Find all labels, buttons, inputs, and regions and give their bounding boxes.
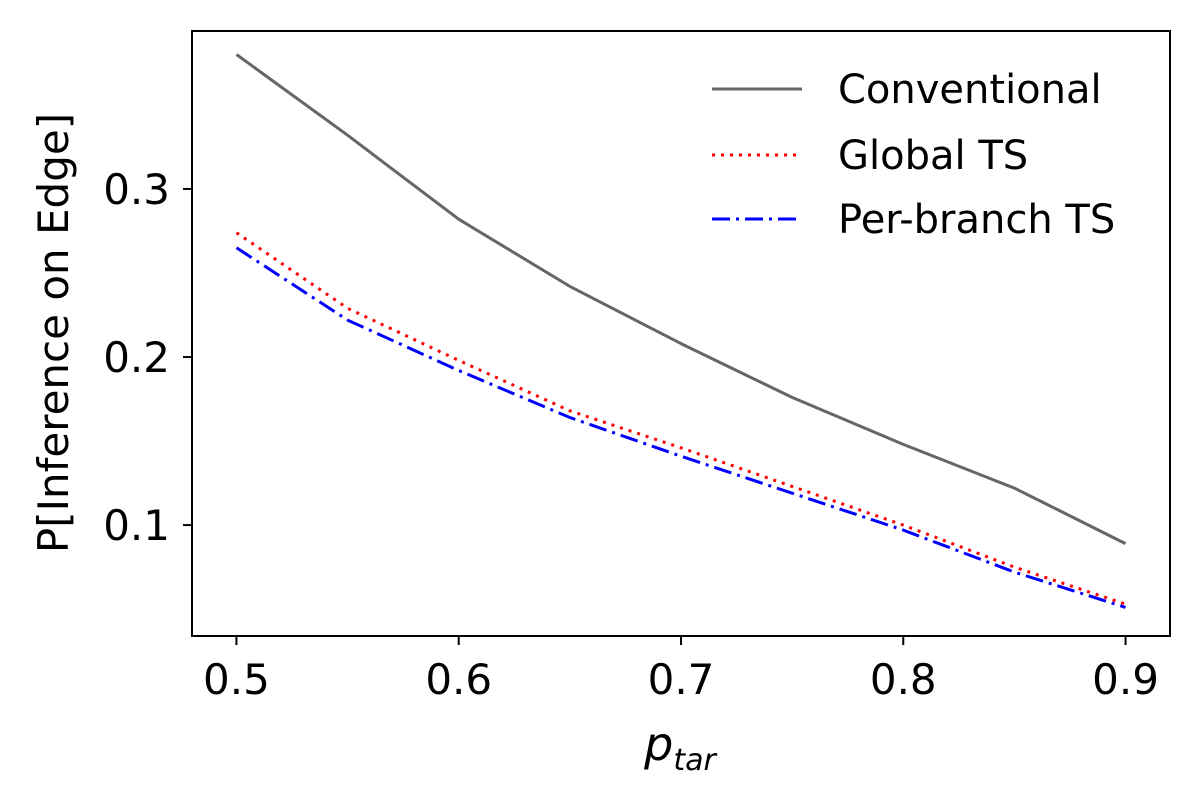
x-tick-label: 0.7 <box>648 655 715 704</box>
x-axis-label-sub: tar <box>673 743 717 778</box>
x-axis-label-main: p <box>643 717 673 771</box>
series-line-global-ts <box>235 231 1126 606</box>
y-axis-ticks: 0.1 0.2 0.3 <box>103 165 192 550</box>
x-tick-label: 0.9 <box>1092 655 1159 704</box>
legend-label: Per-branch TS <box>838 197 1115 243</box>
x-tick-label: 0.8 <box>870 655 937 704</box>
series-line-per-branch-ts <box>235 246 1126 609</box>
y-tick-label: 0.1 <box>103 501 170 550</box>
y-tick-label: 0.2 <box>103 333 170 382</box>
legend-label: Conventional <box>838 67 1102 113</box>
x-axis-ticks: 0.5 0.6 0.7 0.8 0.9 <box>203 636 1159 704</box>
series-line-conventional <box>235 53 1127 545</box>
y-axis-label: P[Inference on Edge] <box>29 113 78 553</box>
y-tick-label: 0.3 <box>103 165 170 214</box>
legend-label: Global TS <box>838 133 1028 179</box>
legend: Conventional Global TS Per-branch TS <box>712 67 1115 243</box>
x-axis-label: ptar <box>643 717 717 778</box>
series-layer <box>235 53 1127 609</box>
x-tick-label: 0.5 <box>203 655 270 704</box>
plot-frame <box>191 30 1171 637</box>
x-tick-label: 0.6 <box>425 655 492 704</box>
